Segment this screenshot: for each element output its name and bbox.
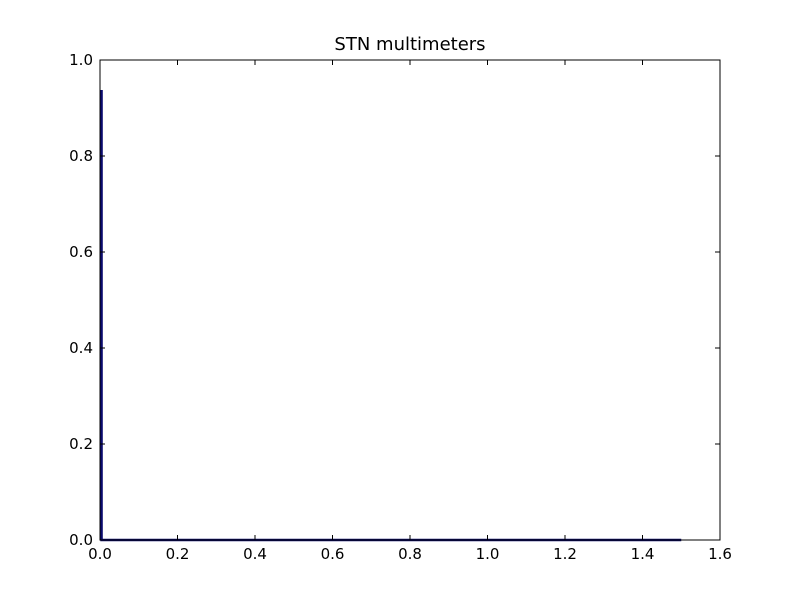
series-line	[100, 89, 682, 542]
x-tick-label: 0.2	[166, 545, 190, 563]
axes-frame	[99, 59, 721, 541]
ticks-layer: 0.0 0.2 0.4 0.6 0.8 1.0 1.2 1.4 1.6 0.0 0.2 0.4 0.6 0…	[69, 51, 732, 563]
y-tick-label: 0.8	[69, 147, 93, 165]
x-tick-label: 0.0	[88, 545, 112, 563]
series-layer	[100, 89, 682, 542]
x-tick-label: 0.6	[321, 545, 345, 563]
x-tick-label: 1.6	[708, 545, 732, 563]
x-tick-label: 1.2	[553, 545, 577, 563]
y-tick-label: 0.2	[69, 435, 93, 453]
chart-title: STN multimeters	[334, 34, 486, 55]
x-tick-label: 1.4	[631, 545, 655, 563]
x-tick-label: 0.4	[243, 545, 267, 563]
x-tick-label: 0.8	[398, 545, 422, 563]
x-tick-label: 1.0	[476, 545, 500, 563]
y-tick-label: 0.4	[69, 339, 93, 357]
y-tick-label: 0.0	[69, 531, 93, 549]
y-tick-label: 1.0	[69, 51, 93, 69]
y-tick-label: 0.6	[69, 243, 93, 261]
